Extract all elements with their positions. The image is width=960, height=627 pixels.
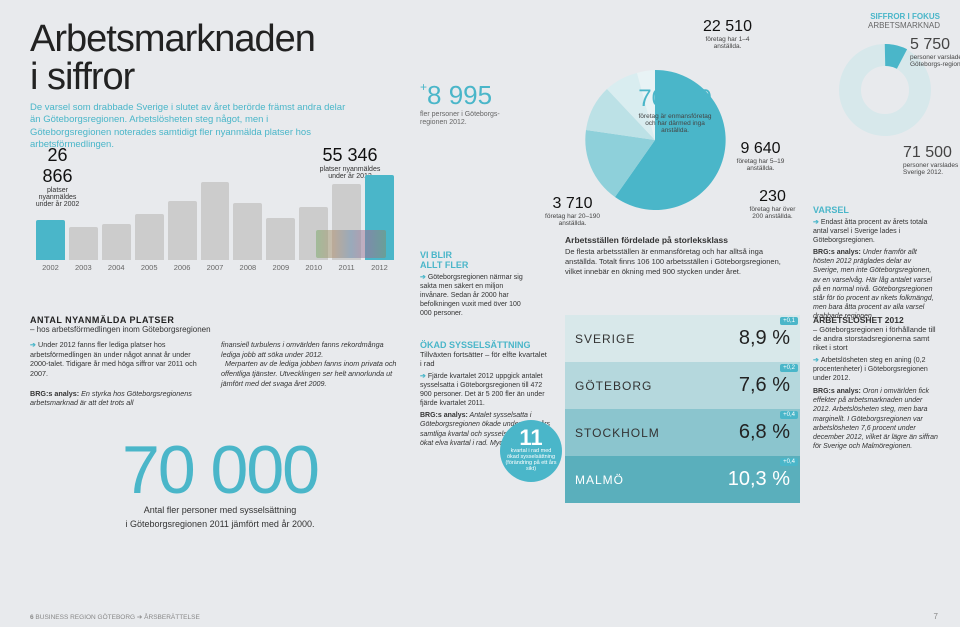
big-stat-sub1: Antal fler personer med sysselsättning bbox=[70, 505, 370, 515]
pie-callout-1: 22 510 företag har 1–4 anställda. bbox=[700, 18, 755, 50]
bar-label: 2002 bbox=[36, 263, 65, 272]
pie-chart: 70 000 företag är enmansföretag och har … bbox=[555, 40, 755, 240]
antal-section: ANTAL NYANMÄLDA PLATSER – hos arbetsförm… bbox=[30, 315, 400, 408]
donut-callout-2: 71 500 personer varslades i Sverige 2012… bbox=[903, 144, 960, 176]
region-row: STOCKHOLM 6,8 % +0,4 bbox=[565, 409, 800, 456]
arrow-icon: ➔ bbox=[813, 357, 821, 364]
region-pct: 6,8 % bbox=[739, 421, 790, 444]
antal-heading: ANTAL NYANMÄLDA PLATSER bbox=[30, 315, 400, 325]
pie-callout-3: 3 710 företag har 20–190 anställda. bbox=[545, 195, 600, 227]
big-stat-70000: 70 000 Antal fler personer med sysselsät… bbox=[70, 440, 370, 529]
bar-2007 bbox=[201, 182, 230, 260]
bar-label: 2007 bbox=[201, 263, 230, 272]
varsel-section: VARSEL ➔ Endast åtta procent av årets to… bbox=[813, 205, 938, 321]
arrow-icon: ➔ bbox=[420, 373, 428, 380]
region-delta: +0,4 bbox=[780, 411, 798, 419]
vi-blir-section: VI BLIRALLT FLER ➔ Göteborgsregionen när… bbox=[420, 250, 530, 318]
pie-callout-4: 230 företag har över 200 anställda. bbox=[745, 188, 800, 220]
intro-text: De varsel som drabbade Sverige i slutet … bbox=[30, 102, 350, 151]
siffror-tag: SIFFROR I FOKUS ARBETSMARKNAD bbox=[868, 12, 940, 30]
bar-2008 bbox=[233, 203, 262, 260]
region-row: GÖTEBORG 7,6 % +0,2 bbox=[565, 362, 800, 409]
region-name: MALMÖ bbox=[575, 473, 624, 487]
bar-label: 2003 bbox=[69, 263, 98, 272]
region-name: STOCKHOLM bbox=[575, 426, 660, 440]
bar-label: 2005 bbox=[135, 263, 164, 272]
arrow-icon: ➔ bbox=[420, 274, 428, 281]
donut-callout-1: 5 750 personer varslades i Göteborgs-reg… bbox=[910, 36, 960, 68]
region-pct: 10,3 % bbox=[728, 468, 790, 491]
bar-label: 2011 bbox=[332, 263, 361, 272]
arrow-icon: ➔ bbox=[813, 219, 821, 226]
bar-label: 2006 bbox=[168, 263, 197, 272]
region-row: SVERIGE 8,9 % +0,1 bbox=[565, 315, 800, 362]
bar-callout-2002: 26 866 platser nyanmäldes under år 2002 bbox=[30, 145, 85, 208]
region-row: MALMÖ 10,3 % +0,4 bbox=[565, 456, 800, 503]
bar-2006 bbox=[168, 201, 197, 260]
bar-2005 bbox=[135, 214, 164, 260]
antal-col1: ➔ Under 2012 fanns fler lediga platser h… bbox=[30, 340, 209, 408]
region-name: SVERIGE bbox=[575, 332, 635, 346]
bar-label: 2010 bbox=[299, 263, 328, 272]
region-name: GÖTEBORG bbox=[575, 379, 652, 393]
page-title: Arbetsmarknaden i siffror bbox=[30, 20, 420, 96]
region-delta: +0,4 bbox=[780, 458, 798, 466]
antal-sub: – hos arbetsförmedlingen inom Göteborgsr… bbox=[30, 325, 400, 334]
bar-label: 2008 bbox=[233, 263, 262, 272]
arrow-icon: ➔ bbox=[30, 340, 38, 349]
pie-callout-2: 9 640 företag har 5–19 anställda. bbox=[733, 140, 788, 172]
bar-label: 2012 bbox=[365, 263, 394, 272]
bar-2004 bbox=[102, 224, 131, 260]
region-pct: 8,9 % bbox=[739, 327, 790, 350]
bar-2003 bbox=[69, 227, 98, 260]
bar-2002 bbox=[36, 220, 65, 260]
footer-right: 7 bbox=[934, 612, 938, 621]
circle-11-badge: 11 kvartal i rad med ökad sysselsättning… bbox=[500, 420, 562, 482]
region-pct: 7,6 % bbox=[739, 374, 790, 397]
pie-callout-main: 70 000 företag är enmansföretag och har … bbox=[635, 85, 715, 134]
arbetsstallen-section: Arbetsställen fördelade på storleksklass… bbox=[565, 235, 785, 276]
region-delta: +0,2 bbox=[780, 364, 798, 372]
headline-block: Arbetsmarknaden i siffror De varsel som … bbox=[30, 20, 420, 151]
big-stat-sub2: i Göteborgsregionen 2011 jämfört med år … bbox=[70, 519, 370, 529]
title-line1: Arbetsmarknaden bbox=[30, 18, 315, 60]
arbetsloshet-2012-section: ARBETSLÖSHET 2012 – Göteborgsregionen i … bbox=[813, 315, 938, 451]
title-line2: i siffror bbox=[30, 56, 134, 98]
bar-2009 bbox=[266, 218, 295, 260]
stat-8995-block: +8 995 fler personer i Göteborgs-regione… bbox=[420, 80, 520, 128]
bar-label: 2004 bbox=[102, 263, 131, 272]
footer-left: 6 BUSINESS REGION GÖTEBORG ➔ ÅRSBERÄTTEL… bbox=[30, 613, 200, 621]
antal-col2: finansiell turbulens i omvärlden fanns r… bbox=[221, 340, 400, 408]
people-photo-strip bbox=[316, 230, 386, 258]
big-stat-number: 70 000 bbox=[70, 440, 370, 501]
region-delta: +0,1 bbox=[780, 317, 798, 325]
regions-table: SVERIGE 8,9 % +0,1 GÖTEBORG 7,6 % +0,2 STOCKHO… bbox=[565, 315, 800, 503]
donut-chart: 5 750 personer varslades i Göteborgs-reg… bbox=[835, 40, 935, 142]
bar-label: 2009 bbox=[266, 263, 295, 272]
